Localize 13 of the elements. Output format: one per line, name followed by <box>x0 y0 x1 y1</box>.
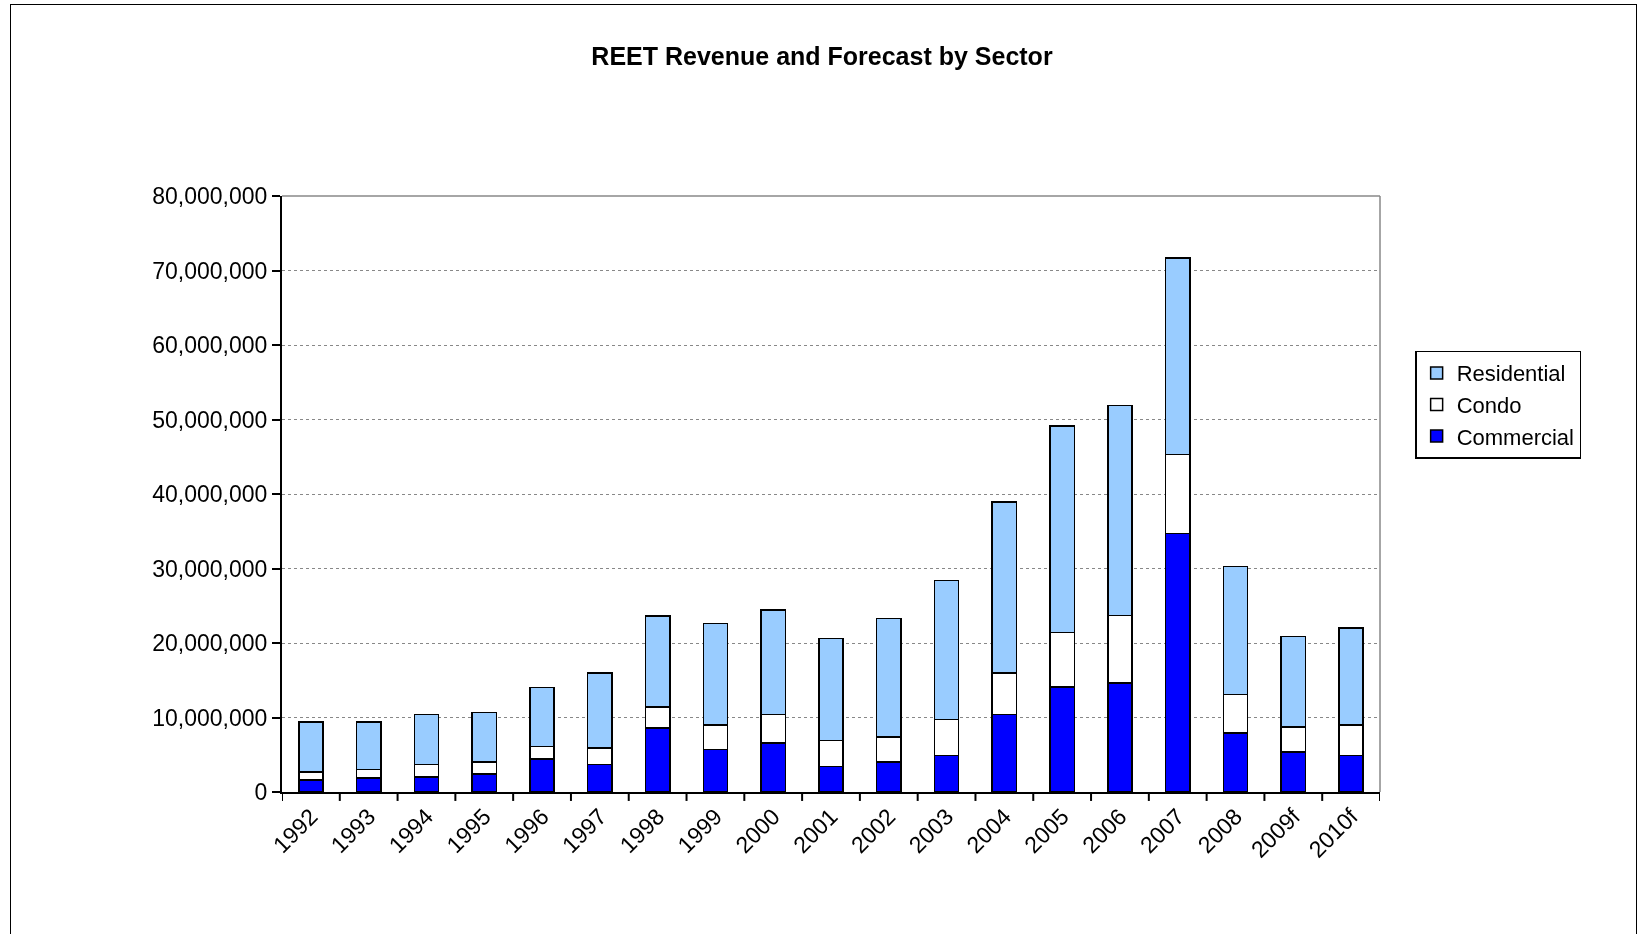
y-tick-label: 10,000,000 <box>152 704 268 731</box>
chart-title: REET Revenue and Forecast by Sector <box>591 42 1053 71</box>
y-tick-label: 0 <box>254 779 268 806</box>
y-tick-label: 50,000,000 <box>152 406 268 433</box>
legend-label: Residential <box>1456 361 1566 387</box>
y-tick-label: 70,000,000 <box>152 257 268 284</box>
y-tick-label: 20,000,000 <box>152 630 268 657</box>
y-tick-label: 40,000,000 <box>152 481 268 508</box>
y-tick-label: 60,000,000 <box>152 332 268 359</box>
y-tick-label: 80,000,000 <box>152 183 268 210</box>
legend-label: Condo <box>1456 393 1522 419</box>
legend-label: Commercial <box>1456 424 1574 450</box>
y-tick-label: 30,000,000 <box>152 555 268 582</box>
